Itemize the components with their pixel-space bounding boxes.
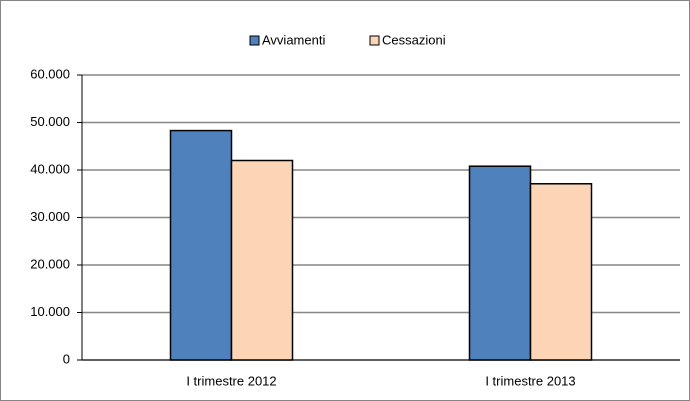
- legend-swatch: [249, 35, 260, 46]
- bar: [468, 165, 532, 361]
- legend-label: Avviamenti: [262, 32, 325, 47]
- bar: [169, 129, 233, 361]
- y-tick-label: 10.000: [30, 304, 70, 319]
- legend-label: Cessazioni: [382, 32, 446, 47]
- y-tick-label: 0: [63, 351, 70, 366]
- y-tick-label: 50.000: [30, 114, 70, 129]
- y-tick-label: 40.000: [30, 161, 70, 176]
- y-tick-label: 30.000: [30, 209, 70, 224]
- bar: [529, 183, 593, 361]
- bar: [230, 159, 294, 361]
- legend-swatch: [369, 35, 380, 46]
- y-tick-label: 20.000: [30, 256, 70, 271]
- x-tick-label: I trimestre 2012: [186, 373, 276, 388]
- y-tick-label: 60.000: [30, 66, 70, 81]
- x-tick-label: I trimestre 2013: [485, 373, 575, 388]
